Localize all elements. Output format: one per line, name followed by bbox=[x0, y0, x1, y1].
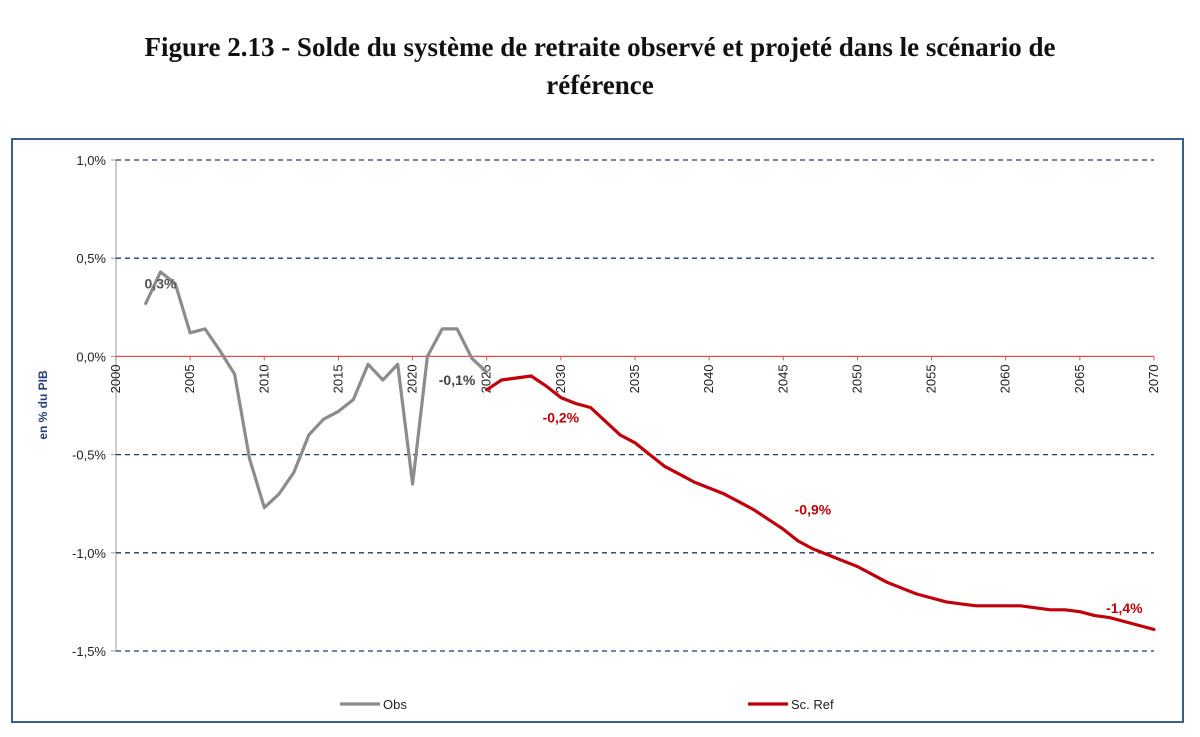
data-label: -0,1% bbox=[439, 372, 476, 388]
x-tick-label: 2050 bbox=[849, 364, 864, 393]
data-labels: 0,3% -0,1% -0,2% -0,9% -1,4% bbox=[145, 276, 1144, 616]
x-tick-label: 2070 bbox=[1146, 364, 1161, 393]
x-tick-label: 2000 bbox=[108, 364, 123, 393]
legend-label: Obs bbox=[383, 697, 407, 712]
x-tick-label: 2020 bbox=[405, 364, 420, 393]
x-axis-ticks: 2000 2005 2010 2015 2020 2025 2030 2035 2040 2045… bbox=[108, 356, 1161, 393]
figure-title-line2: référence bbox=[546, 70, 654, 100]
legend: Obs Sc. Ref bbox=[340, 697, 834, 712]
y-tick-label: -1,5% bbox=[72, 644, 106, 659]
x-tick-label: 2060 bbox=[998, 364, 1013, 393]
y-tick-label: 0,0% bbox=[76, 349, 106, 364]
series bbox=[144, 270, 1156, 632]
legend-label: Sc. Ref bbox=[791, 697, 834, 712]
x-tick-label: 2040 bbox=[701, 364, 716, 393]
data-label: -1,4% bbox=[1106, 600, 1143, 616]
figure-title: Figure 2.13 - Solde du système de retrai… bbox=[0, 28, 1200, 104]
y-tick-label: 0,5% bbox=[76, 251, 106, 266]
gridlines bbox=[115, 159, 1154, 652]
data-label: -0,2% bbox=[543, 409, 580, 425]
x-tick-label: 2005 bbox=[182, 364, 197, 393]
x-tick-label: 2010 bbox=[256, 364, 271, 393]
x-tick-label: 2035 bbox=[627, 364, 642, 393]
x-tick-label: 2030 bbox=[553, 364, 568, 393]
series-line-obs bbox=[144, 270, 489, 510]
x-tick-label: 2045 bbox=[775, 364, 790, 393]
y-tick-label: 1,0% bbox=[76, 153, 106, 168]
figure-title-line1: Figure 2.13 - Solde du système de retrai… bbox=[144, 32, 1056, 62]
data-label: -0,9% bbox=[795, 502, 832, 518]
x-tick-label: 2015 bbox=[330, 364, 345, 393]
x-tick-label: 2065 bbox=[1072, 364, 1087, 393]
data-label: 0,3% bbox=[145, 276, 177, 292]
series-line-sc-ref bbox=[485, 374, 1156, 632]
y-tick-label: -0,5% bbox=[72, 448, 106, 463]
y-axis-label: en % du PIB bbox=[36, 370, 50, 440]
x-tick-label: 2055 bbox=[924, 364, 939, 393]
y-axis-ticks: 1,0% 0,5% 0,0% -0,5% -1,0% -1,5% bbox=[72, 153, 116, 659]
y-tick-label: -1,0% bbox=[72, 546, 106, 561]
chart-frame bbox=[11, 138, 1184, 723]
